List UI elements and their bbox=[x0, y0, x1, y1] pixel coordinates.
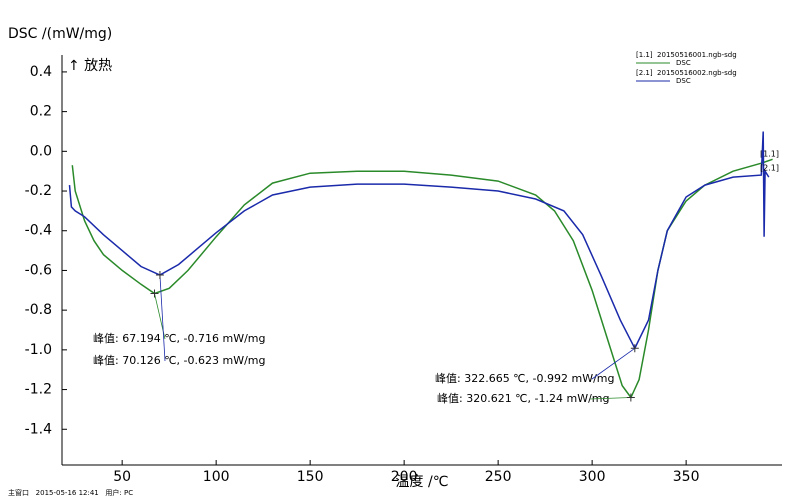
peak-marker bbox=[626, 393, 635, 402]
peak-marker bbox=[155, 271, 164, 280]
leader-line bbox=[159, 274, 166, 362]
annotation: 峰值: 322.665 ℃, -0.992 mW/mg bbox=[435, 372, 615, 385]
y-tick-label: -0.6 bbox=[25, 262, 52, 278]
y-tick-label: 0.4 bbox=[30, 64, 52, 80]
legend-sub: DSC bbox=[676, 77, 691, 85]
exo-label: ↑ 放热 bbox=[68, 58, 112, 74]
y-tick-label: -0.4 bbox=[25, 223, 52, 239]
x-tick-label: 250 bbox=[485, 469, 512, 485]
y-axis-label: DSC /(mW/mg) bbox=[8, 26, 112, 42]
y-tick-label: 0.2 bbox=[30, 104, 52, 120]
y-tick-label: -1.0 bbox=[25, 342, 52, 358]
y-tick-label: 0.0 bbox=[30, 143, 52, 159]
legend-label: [2.1] 20150516002.ngb-sdg bbox=[636, 69, 737, 77]
leader-line bbox=[589, 397, 631, 400]
x-axis-label: 温度 /℃ bbox=[396, 474, 449, 490]
x-tick-label: 50 bbox=[113, 469, 131, 485]
y-tick-label: -0.8 bbox=[25, 302, 52, 318]
y-tick-label: -1.4 bbox=[25, 421, 52, 437]
legend-sub: DSC bbox=[676, 59, 691, 67]
leader-line bbox=[591, 347, 636, 380]
x-tick-label: 150 bbox=[297, 469, 324, 485]
footer: 主窗口 2015-05-16 12:41 用户: PC bbox=[8, 488, 133, 497]
x-tick-label: 350 bbox=[673, 469, 700, 485]
y-tick-label: -1.2 bbox=[25, 382, 52, 398]
legend-label: [1.1] 20150516001.ngb-sdg bbox=[636, 51, 737, 59]
annotation: 峰值: 70.126 ℃, -0.623 mW/mg bbox=[93, 354, 266, 367]
series-line bbox=[68, 131, 770, 350]
y-tick-label: -0.2 bbox=[25, 183, 52, 199]
end-label: [1.1] bbox=[760, 150, 779, 159]
annotation: 峰值: 320.621 ℃, -1.24 mW/mg bbox=[437, 392, 610, 405]
annotation: 峰值: 67.194 ℃, -0.716 mW/mg bbox=[93, 332, 266, 345]
peak-marker bbox=[150, 289, 159, 298]
x-tick-label: 200 bbox=[391, 469, 418, 485]
peak-marker bbox=[630, 344, 639, 353]
x-tick-label: 100 bbox=[203, 469, 230, 485]
end-label: [2.1] bbox=[760, 164, 779, 173]
x-tick-label: 300 bbox=[579, 469, 606, 485]
